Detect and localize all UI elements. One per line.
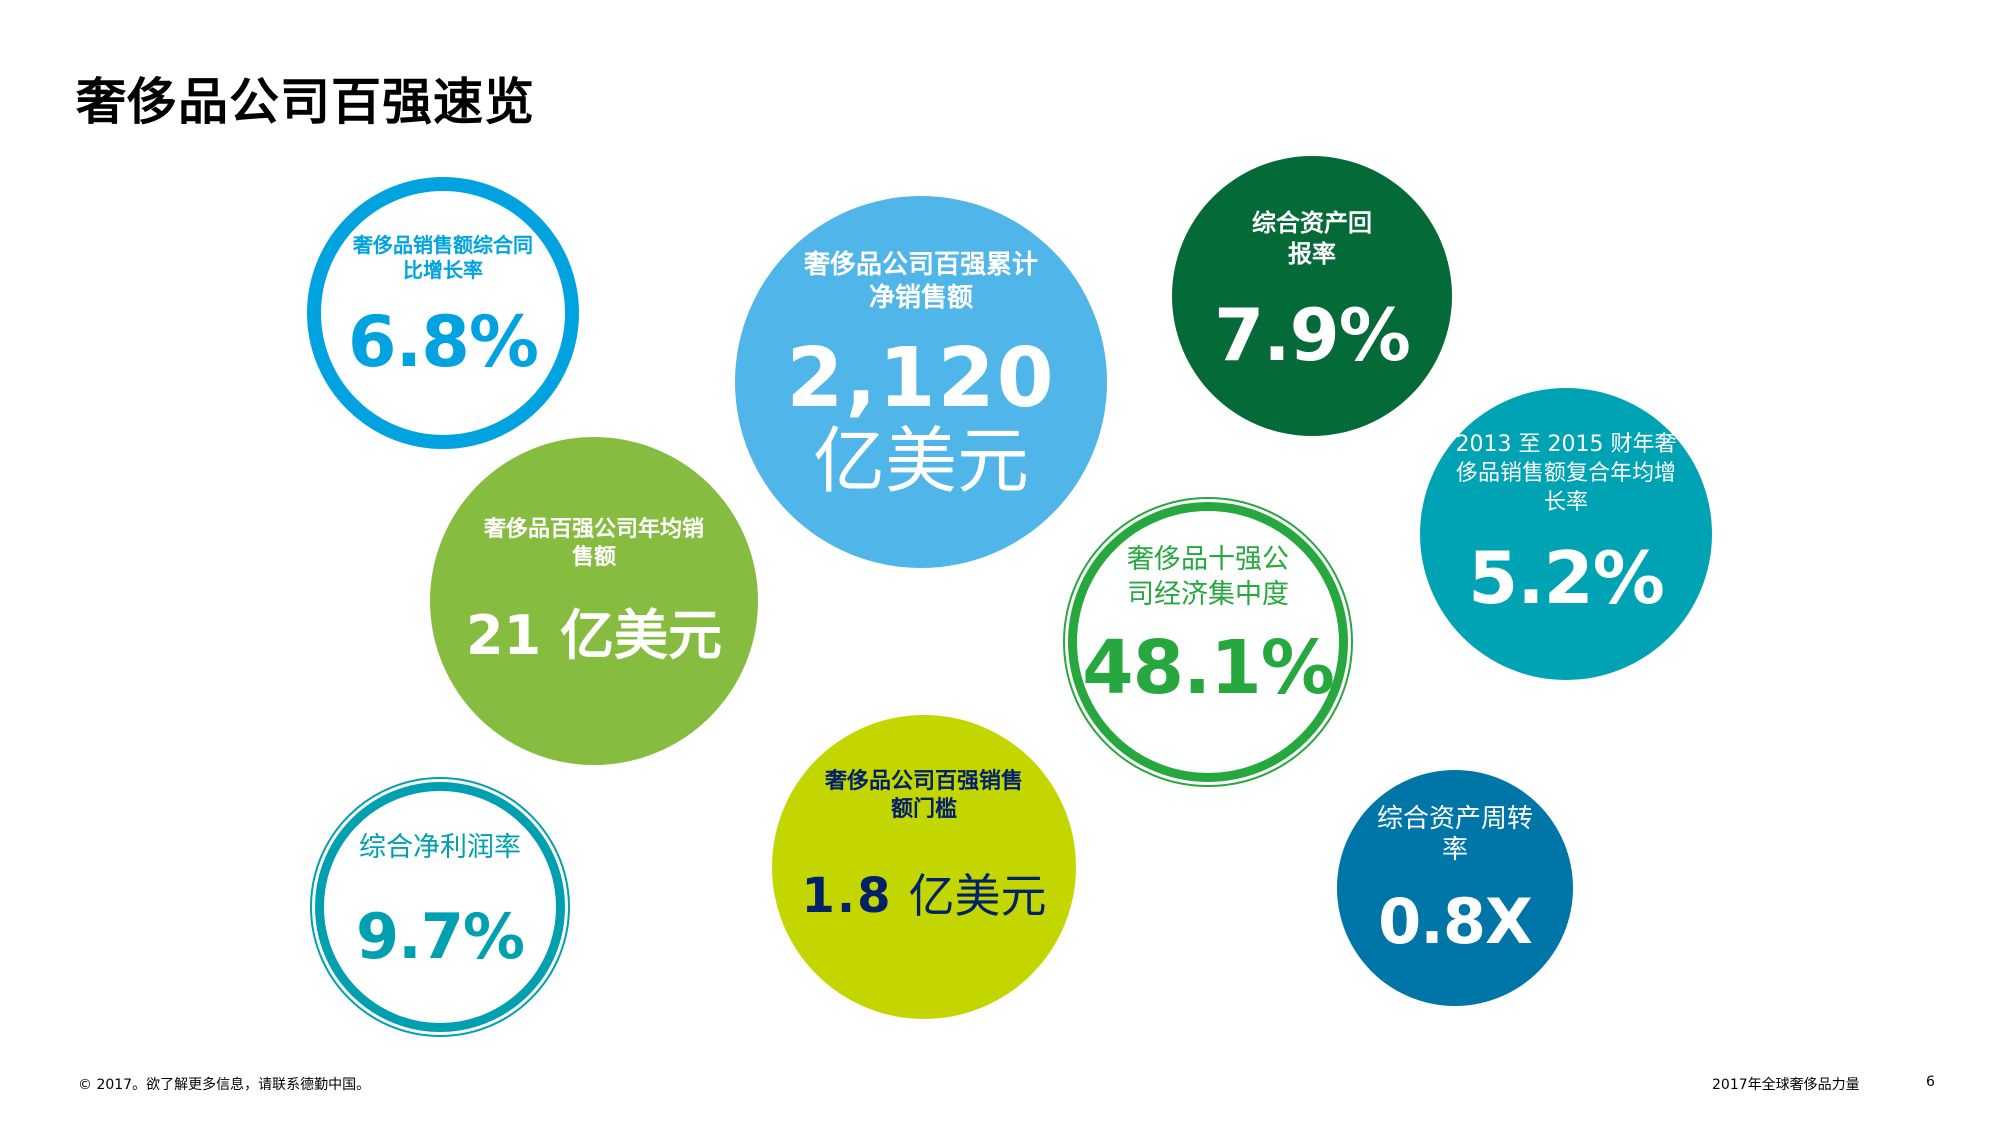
total-sales-label: 奢侈品公司百强累计净销售额 [803, 250, 1038, 314]
page-title: 奢侈品公司百强速览 [76, 73, 535, 131]
cagr-value: 5.2% [1468, 536, 1665, 621]
top10-concentration-bubble: 奢侈品十强公司经济集中度 48.1% [1063, 497, 1353, 787]
total-sales-unit: 亿美元 [812, 418, 1029, 503]
cagr-label: 2013 至 2015 财年奢侈品销售额复合年均增长率 [1455, 432, 1677, 515]
asset-turnover-bubble: 综合资产周转率 0.8X [1337, 770, 1573, 1006]
total-sales-value: 2,120 [786, 330, 1056, 426]
avg-sales-bubble: 奢侈品百强公司年均销售额 21 亿美元 [430, 437, 758, 765]
avg-sales-label: 奢侈品百强公司年均销售额 [484, 516, 705, 570]
return-on-assets-bubble: 综合资产回报率 7.9% [1172, 156, 1452, 436]
sales-threshold-unit: 亿美元 [908, 869, 1047, 924]
sales-growth-value: 6.8% [347, 300, 539, 383]
avg-sales-value: 21 亿美元 [466, 603, 722, 667]
sales-threshold-figure: 1.8 亿美元 [801, 860, 1046, 926]
return-on-assets-label: 综合资产回报率 [1252, 209, 1372, 269]
return-on-assets-value: 7.9% [1214, 292, 1411, 377]
footer-copyright: © 2017。欲了解更多信息，请联系德勤中国。 [78, 1077, 371, 1093]
sales-growth-bubble: 奢侈品销售额综合同比增长率 6.8% [307, 177, 579, 449]
top10-concentration-value: 48.1% [1082, 625, 1335, 712]
net-margin-value: 9.7% [356, 899, 525, 973]
cagr-bubble: 2013 至 2015 财年奢侈品销售额复合年均增长率 5.2% [1420, 388, 1712, 680]
footer-report-name: 2017年全球奢侈品力量 [1712, 1077, 1860, 1093]
net-margin-bubble: 综合净利润率 9.7% [310, 777, 570, 1037]
net-margin-label: 综合净利润率 [359, 831, 521, 863]
top10-concentration-label: 奢侈品十强公司经济集中度 [1127, 544, 1289, 611]
total-sales-bubble: 奢侈品公司百强累计净销售额 2,120 亿美元 [735, 196, 1107, 568]
sales-threshold-value: 1.8 [801, 868, 893, 925]
sales-threshold-bubble: 奢侈品公司百强销售额门槛 1.8 亿美元 [772, 715, 1076, 1019]
asset-turnover-value: 0.8X [1378, 884, 1533, 958]
sales-threshold-label: 奢侈品公司百强销售额门槛 [824, 768, 1023, 822]
sales-growth-label: 奢侈品销售额综合同比增长率 [353, 232, 533, 283]
footer-page-number: 6 [1926, 1074, 1935, 1090]
asset-turnover-label: 综合资产周转率 [1377, 804, 1534, 866]
